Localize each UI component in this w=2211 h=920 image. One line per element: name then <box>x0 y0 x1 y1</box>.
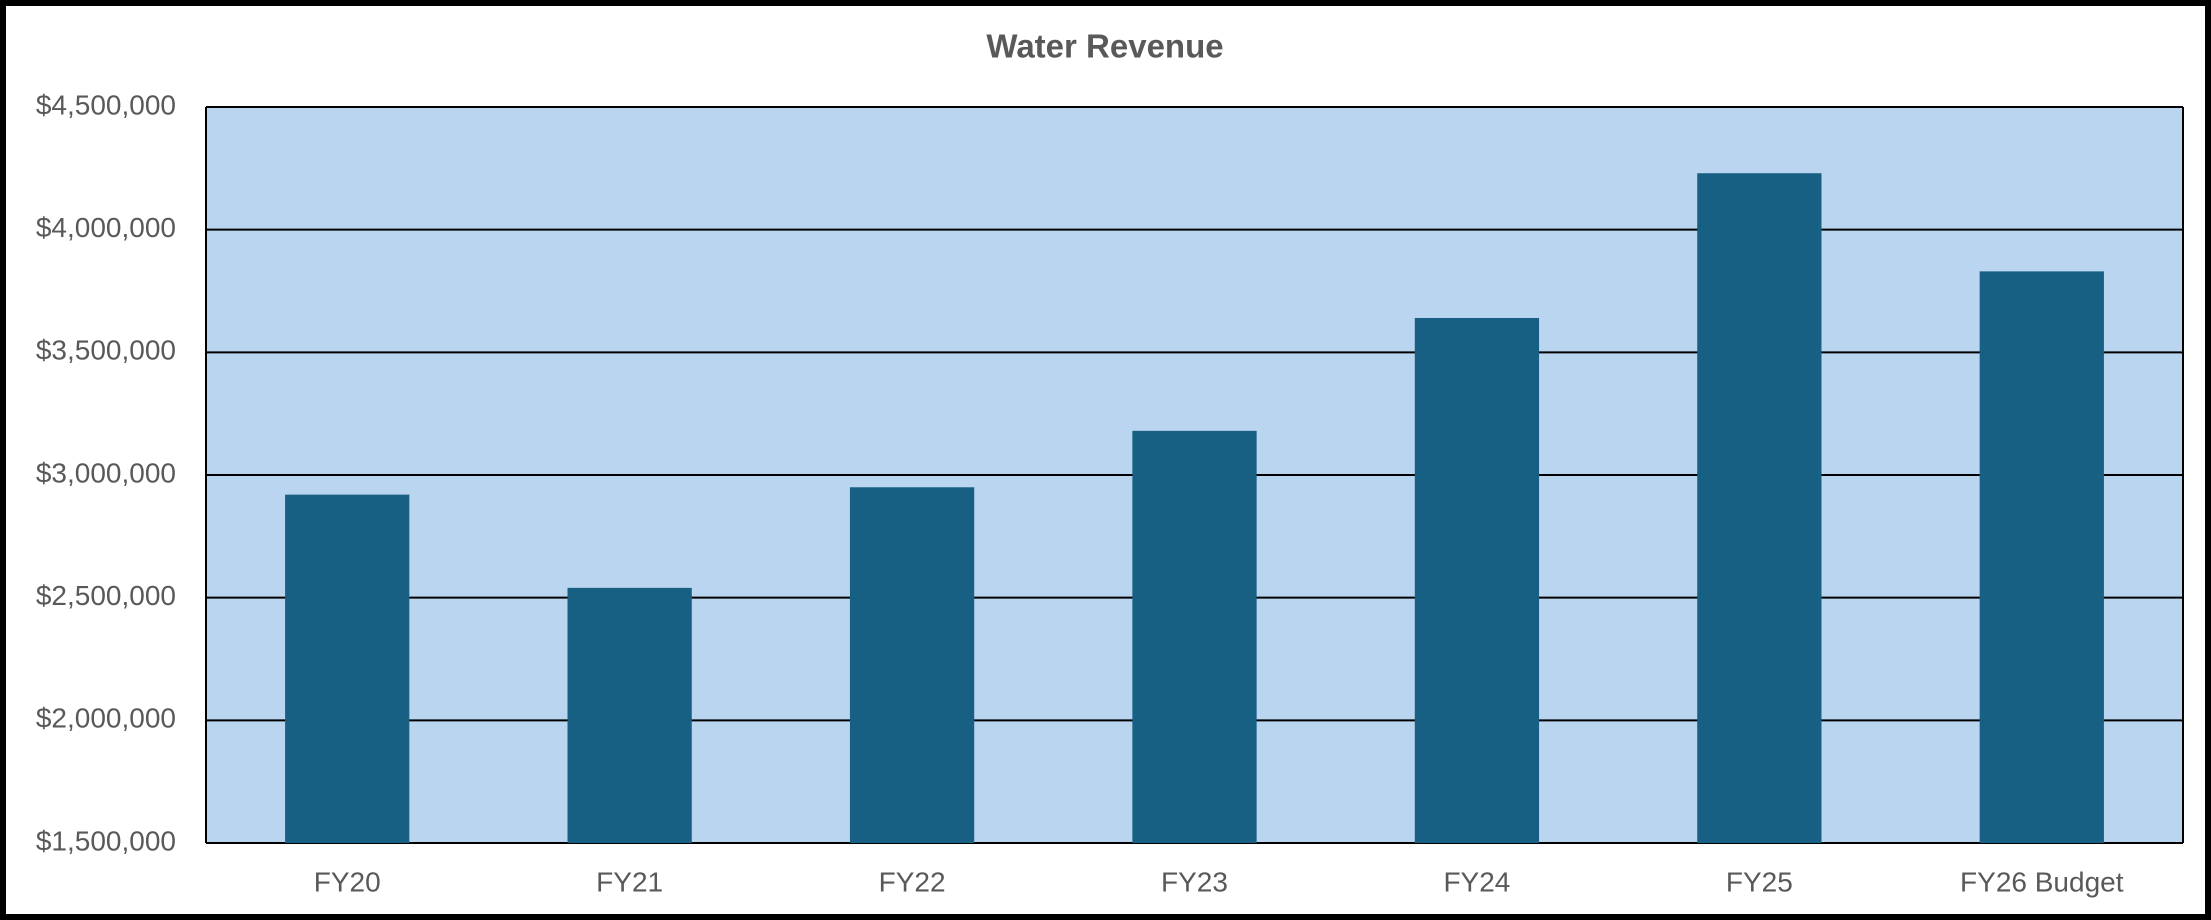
x-tick-label: FY24 <box>1443 866 1510 897</box>
y-tick-label: $1,500,000 <box>36 825 176 856</box>
y-tick-label: $4,500,000 <box>36 89 176 120</box>
bar <box>1979 271 2104 844</box>
x-tick-label: FY26 Budget <box>1960 866 2124 897</box>
x-tick-label: FY21 <box>596 866 663 897</box>
bar <box>849 487 975 843</box>
bar <box>1414 317 1540 843</box>
bar <box>567 587 692 843</box>
bar <box>1132 430 1257 843</box>
bar <box>1697 173 1822 844</box>
bar <box>285 494 410 843</box>
x-tick-label: FY20 <box>314 866 381 897</box>
x-tick-label: FY22 <box>879 866 946 897</box>
y-tick-label: $4,000,000 <box>36 212 176 243</box>
y-tick-label: $3,000,000 <box>36 457 176 488</box>
x-tick-label: FY25 <box>1726 866 1793 897</box>
x-tick-label: FY23 <box>1161 866 1228 897</box>
y-tick-label: $2,000,000 <box>36 703 176 734</box>
y-tick-label: $3,500,000 <box>36 335 176 366</box>
chart-title: Water Revenue <box>986 28 1223 65</box>
y-tick-label: $2,500,000 <box>36 580 176 611</box>
